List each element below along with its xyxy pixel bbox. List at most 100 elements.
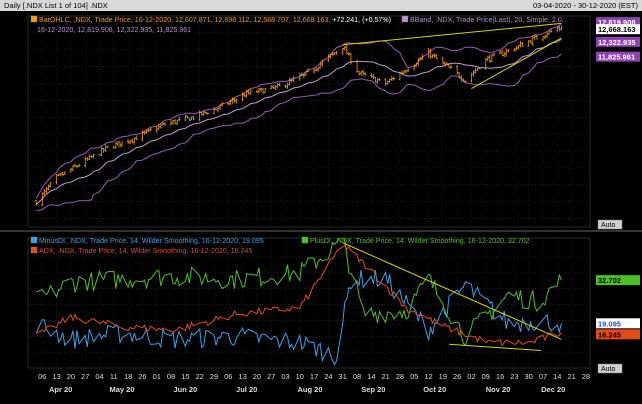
close-value-tag-text: 12,668.163	[598, 25, 636, 34]
lower-trendline	[342, 242, 562, 340]
adx-value-tag-text: 16.245	[598, 330, 621, 339]
ohlc-bar	[359, 70, 363, 76]
x-day-label: 12	[424, 372, 432, 381]
ohlc-bar	[247, 89, 250, 95]
ohlc-bar	[272, 84, 275, 90]
ohlc-bar	[126, 139, 130, 145]
ohlc-bar	[505, 48, 508, 57]
x-day-label: 31	[339, 372, 347, 381]
ohlc-bar	[316, 67, 320, 72]
adx-legend-text: ADX, .NDX, Trade Price, 14, Wilder Smoot…	[39, 247, 252, 255]
x-day-label: 22	[195, 372, 203, 381]
ohlc-bar	[202, 111, 205, 117]
bb-lower-value-tag-text: 11,825.961	[598, 53, 635, 62]
x-day-label: 14	[367, 372, 375, 381]
ohlc-bar	[343, 45, 346, 51]
ohlc-bar	[120, 141, 124, 147]
x-month-label: Sep 20	[361, 385, 385, 394]
ohlc-bar	[90, 155, 93, 159]
ohlc-bar	[464, 80, 467, 83]
ohlc-bar	[218, 104, 222, 111]
ohlc-bar	[302, 73, 306, 79]
ohlc-bar	[204, 111, 207, 115]
ohlc-bar	[157, 123, 160, 130]
x-day-label: 20	[253, 372, 261, 381]
upper-auto-button-label: Auto	[601, 222, 616, 229]
ohlc-bar	[43, 188, 46, 196]
ohlc-bar	[118, 141, 122, 148]
ohlc-bar	[361, 69, 365, 76]
plus-di-value-tag: 32.702	[596, 275, 640, 286]
ohlc-bar	[73, 163, 77, 167]
ohlc-bar	[541, 36, 545, 42]
ohlc-bar	[472, 69, 475, 77]
ohlc-bar	[71, 164, 75, 172]
x-day-label: 19	[439, 372, 447, 381]
ohlc-bar	[241, 92, 244, 102]
ohlc-bar	[229, 99, 232, 106]
ohlc-bar	[298, 73, 302, 81]
x-day-label: 28	[582, 372, 590, 381]
ohlc-bar	[131, 138, 134, 144]
ohlc-bar	[406, 68, 410, 73]
ohlc-bar	[386, 80, 389, 85]
x-month-label: Apr 20	[49, 385, 72, 394]
x-day-label: 07	[539, 372, 547, 381]
ohlc-bar	[55, 173, 58, 185]
ohlc-bar	[286, 82, 289, 89]
ohlc-bar	[188, 117, 191, 121]
ohlc-bar	[200, 111, 203, 116]
ohlc-bar	[345, 44, 349, 55]
ohlc-bar	[492, 52, 496, 57]
bollinger-middle-line	[35, 38, 562, 205]
ohlc-bar	[255, 89, 259, 93]
chart-background	[0, 11, 642, 404]
ohlc-bar	[535, 34, 539, 40]
ohlc-bar	[431, 54, 434, 59]
ohlc-bar	[304, 71, 308, 76]
x-month-label: Nov 20	[486, 385, 511, 394]
ohlc-bar	[558, 25, 561, 32]
ohlc-bar	[61, 171, 64, 177]
bar-legend-swatch	[30, 15, 38, 23]
ohlc-bar	[515, 46, 518, 51]
bb-upper-value-tag-bg	[596, 17, 640, 28]
minus-di-value-tag: 19.095	[596, 318, 640, 329]
ohlc-bar	[321, 59, 324, 67]
bar-legend: BarOHLC, .NDX, Trade Price, 16-12-2020, …	[30, 15, 391, 24]
ohlc-bar	[63, 171, 66, 175]
x-day-label: 11	[110, 372, 118, 381]
ohlc-bar	[433, 53, 436, 59]
ohlc-bar	[249, 88, 252, 95]
upper-trendline	[342, 22, 562, 46]
ohlc-bar	[455, 65, 459, 75]
ohlc-bar	[159, 123, 163, 129]
ohlc-bar	[214, 108, 218, 110]
x-day-label: 08	[353, 372, 361, 381]
minus-di-line	[35, 269, 562, 366]
ohlc-bar	[186, 115, 189, 119]
lower-auto-button[interactable]: Auto	[597, 363, 623, 374]
ohlc-bar	[376, 78, 379, 84]
x-day-label: 02	[467, 372, 475, 381]
window-title: Daily [.NDX List 1 of 104] .NDX	[4, 1, 108, 10]
bb-upper-value-tag: 12,819.908	[596, 17, 640, 28]
bband-legend-swatch	[401, 15, 409, 23]
x-day-label: 03	[281, 372, 289, 381]
ohlc-bar	[374, 76, 377, 83]
lower-trendline	[448, 343, 541, 352]
x-day-label: 26	[453, 372, 461, 381]
bb-middle-value-tag: 12,322.935	[596, 36, 640, 47]
adx-legend: ADX, .NDX, Trade Price, 14, Wilder Smoot…	[30, 246, 252, 255]
upper-auto-button[interactable]: Auto	[597, 219, 623, 230]
ohlc-bar	[45, 186, 48, 194]
ohlc-bar	[560, 26, 563, 31]
ohlc-bar	[135, 135, 138, 140]
ohlc-bar	[259, 87, 263, 93]
adx-value-tag-bg	[596, 329, 640, 340]
ohlc-bar	[292, 75, 295, 83]
x-day-label: 06	[38, 372, 46, 381]
ohlc-bar	[102, 147, 105, 153]
ohlc-bar	[69, 167, 73, 173]
x-day-label: 20	[67, 372, 75, 381]
